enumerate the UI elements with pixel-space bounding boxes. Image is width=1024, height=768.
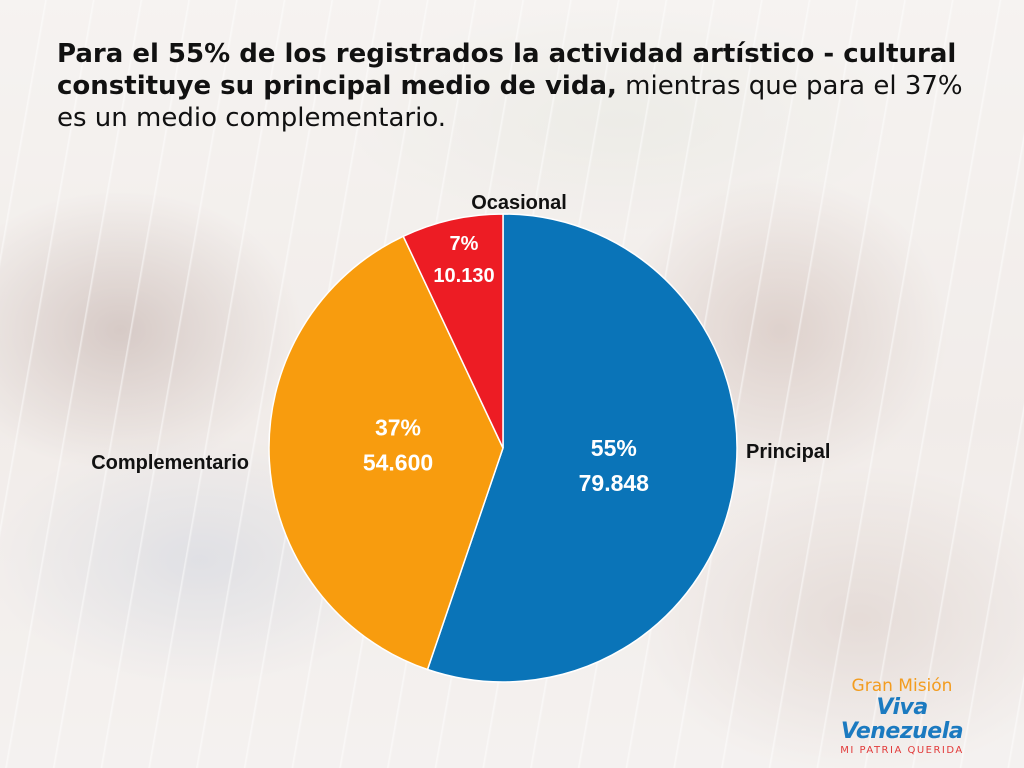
headline-bold: Para el 55% de los registrados la activi… [57,39,957,101]
data-label-percent-ocasional: 7% [450,233,479,255]
logo-line-2: Viva Venezuela [840,695,964,744]
headline-regular: mientras que para el 37% es un medio com… [57,71,963,133]
pie-slice-ocasional [402,213,504,449]
data-label-percent-principal: 55% [591,435,637,461]
logo-line-1: Gran Misión [851,676,953,696]
pie-slice-complementario [268,235,504,671]
category-label-ocasional: Ocasional [471,192,567,214]
pie-slice-principal [426,213,738,683]
headline: Para el 55% de los registrados la activi… [57,38,987,134]
category-label-principal: Principal [746,441,830,463]
category-label-complementario: Complementario [91,452,249,474]
logo-gran-mision-viva-venezuela: Gran Misión Viva Venezuela MI PATRIA QUE… [812,676,992,756]
data-label-value-ocasional: 10.130 [433,265,494,287]
data-label-percent-complementario: 37% [375,415,421,441]
data-label-value-principal: 79.848 [579,470,650,496]
data-label-value-complementario: 54.600 [363,450,433,476]
logo-line-3: MI PATRIA QUERIDA [840,745,964,756]
